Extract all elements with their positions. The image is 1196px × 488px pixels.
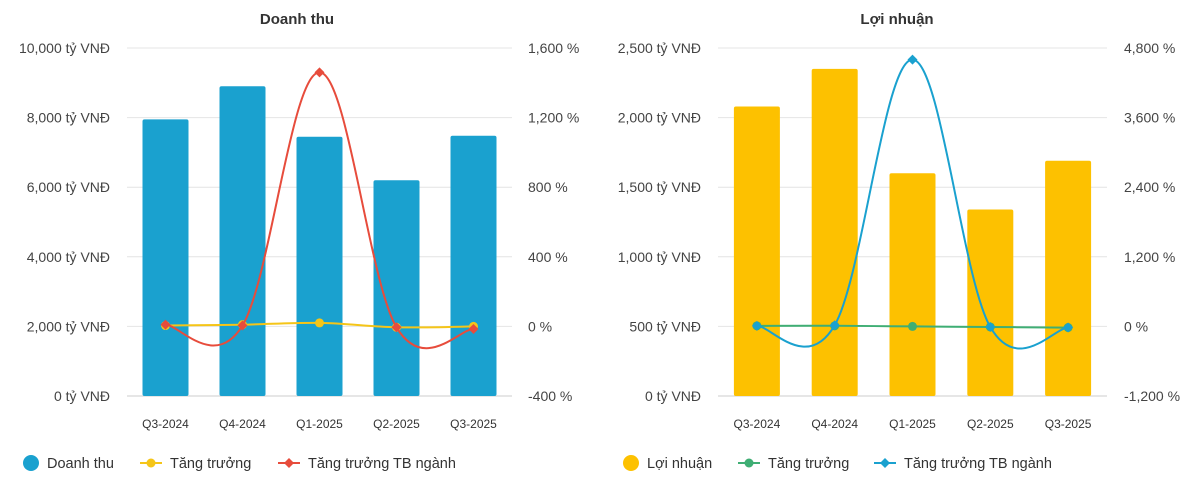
- chart-panel-2: Lợi nhuận 2,500 tỷ VNĐ 4,800 % 2,000 tỷ VNĐ…: [618, 11, 1180, 472]
- y-right-tick-label: 0 %: [1124, 318, 1148, 334]
- data-point: [751, 320, 762, 331]
- bar[interactable]: [296, 136, 343, 397]
- y-left-tick-label: 0 tỷ VNĐ: [645, 388, 701, 404]
- bar[interactable]: [450, 135, 497, 397]
- x-tick-label: Q3-2024: [142, 417, 189, 431]
- x-tick-label: Q1-2025: [296, 417, 343, 431]
- legend-symbol: [284, 458, 294, 468]
- y-right-tick-label: 1,200 %: [528, 110, 579, 126]
- y-left-tick-label: 10,000 tỷ VNĐ: [19, 40, 110, 56]
- y-right-tick-label: -1,200 %: [1124, 388, 1180, 404]
- y-left-tick-label: 2,500 tỷ VNĐ: [618, 40, 701, 56]
- data-point: [1063, 322, 1074, 333]
- chart-title: Lợi nhuận: [860, 11, 933, 28]
- legend-item[interactable]: Tăng trưởng TB ngành: [874, 456, 1052, 472]
- bar[interactable]: [142, 119, 189, 396]
- chart-title: Doanh thu: [260, 11, 334, 28]
- y-right-tick-label: 1,600 %: [528, 40, 579, 56]
- bar[interactable]: [219, 86, 266, 396]
- legend-label: Tăng trưởng: [768, 456, 849, 472]
- y-left-tick-label: 500 tỷ VNĐ: [629, 318, 701, 334]
- legend-item[interactable]: Doanh thu: [23, 455, 114, 472]
- y-left-tick-label: 1,500 tỷ VNĐ: [618, 179, 701, 195]
- data-point: [391, 322, 402, 333]
- y-left-tick-label: 1,000 tỷ VNĐ: [618, 249, 701, 265]
- legend-symbol: [744, 458, 754, 468]
- y-right-tick-label: -400 %: [528, 388, 572, 404]
- legend-item[interactable]: Lợi nhuận: [623, 455, 712, 472]
- x-tick-label: Q3-2024: [734, 417, 781, 431]
- y-left-tick-label: 2,000 tỷ VNĐ: [27, 318, 110, 334]
- legend-item[interactable]: Tăng trưởng: [738, 456, 849, 472]
- bar[interactable]: [1045, 160, 1092, 396]
- bar[interactable]: [889, 173, 936, 396]
- y-right-tick-label: 2,400 %: [1124, 179, 1175, 195]
- y-left-tick-label: 0 tỷ VNĐ: [54, 388, 110, 404]
- legend-label: Tăng trưởng TB ngành: [308, 456, 456, 472]
- y-right-tick-label: 3,600 %: [1124, 110, 1175, 126]
- data-point: [468, 324, 479, 335]
- y-right-tick-label: 0 %: [528, 318, 552, 334]
- chart-panel-1: Doanh thu 10,000 tỷ VNĐ 1,600 % 8,000 tỷ VN…: [19, 11, 579, 472]
- legend-symbol: [880, 458, 890, 468]
- data-point: [985, 321, 996, 332]
- y-left-tick-label: 4,000 tỷ VNĐ: [27, 249, 110, 265]
- x-tick-label: Q3-2025: [450, 417, 497, 431]
- legend-symbol: [23, 455, 39, 471]
- data-point: [907, 54, 918, 65]
- data-point: [314, 67, 325, 78]
- legend-label: Lợi nhuận: [647, 456, 712, 472]
- x-tick-label: Q4-2024: [219, 417, 266, 431]
- bar[interactable]: [733, 106, 780, 397]
- bar[interactable]: [373, 180, 420, 396]
- y-left-tick-label: 6,000 tỷ VNĐ: [27, 179, 110, 195]
- x-tick-label: Q1-2025: [889, 417, 936, 431]
- x-tick-label: Q4-2024: [811, 417, 858, 431]
- x-tick-label: Q2-2025: [373, 417, 420, 431]
- y-left-tick-label: 2,000 tỷ VNĐ: [618, 110, 701, 126]
- x-tick-label: Q3-2025: [1045, 417, 1092, 431]
- legend-symbol: [623, 455, 639, 471]
- x-tick-label: Q2-2025: [967, 417, 1014, 431]
- y-right-tick-label: 800 %: [528, 179, 568, 195]
- y-left-tick-label: 8,000 tỷ VNĐ: [27, 110, 110, 126]
- legend-label: Tăng trưởng TB ngành: [904, 456, 1052, 472]
- data-point: [237, 320, 248, 331]
- data-point: [160, 319, 171, 330]
- data-point: [315, 318, 324, 328]
- y-right-tick-label: 4,800 %: [1124, 40, 1175, 56]
- legend-label: Doanh thu: [47, 456, 114, 472]
- data-point: [829, 320, 840, 331]
- y-right-tick-label: 400 %: [528, 249, 568, 265]
- bar[interactable]: [967, 209, 1014, 396]
- legend-item[interactable]: Tăng trưởng: [140, 456, 251, 472]
- bar[interactable]: [811, 68, 858, 396]
- legend-item[interactable]: Tăng trưởng TB ngành: [278, 456, 456, 472]
- data-point: [908, 321, 917, 331]
- y-right-tick-label: 1,200 %: [1124, 249, 1175, 265]
- legend-symbol: [146, 458, 156, 468]
- legend-label: Tăng trưởng: [170, 456, 251, 472]
